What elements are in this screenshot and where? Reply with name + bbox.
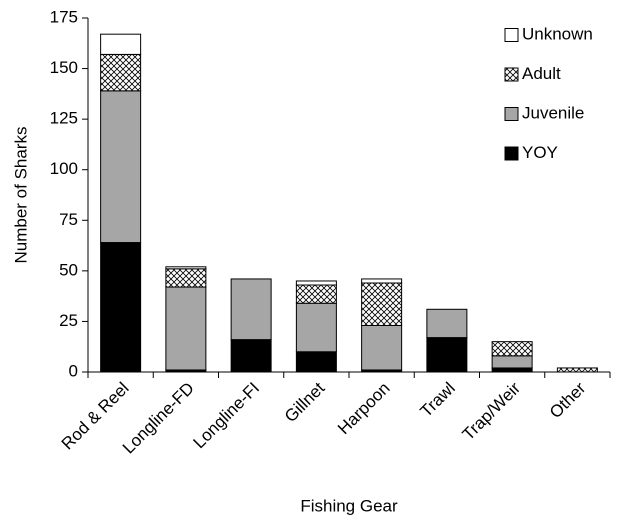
legend-swatch: [504, 67, 519, 82]
legend-swatch: [504, 107, 519, 121]
y-axis-title: Number of Sharks: [11, 127, 30, 264]
legend-label: Adult: [522, 64, 561, 83]
bar-segment: [491, 341, 533, 357]
bar-segment: [295, 280, 337, 286]
legend-label: Juvenile: [522, 103, 584, 122]
bar-segment: [491, 367, 533, 373]
bar-segment: [100, 242, 142, 373]
bar-segment: [100, 90, 142, 244]
bar-segment: [230, 278, 272, 341]
bar-segment: [230, 339, 272, 373]
bar-segment: [100, 33, 142, 55]
y-tick-label: 150: [50, 58, 78, 77]
bar-segment: [100, 53, 142, 92]
legend-swatch: [504, 28, 519, 42]
legend-label: Unknown: [522, 24, 593, 43]
bar-segment: [295, 302, 337, 353]
bar-segment: [165, 268, 207, 288]
x-tick-label: Harpoon: [334, 379, 394, 439]
x-axis-title: Fishing Gear: [300, 496, 398, 515]
bar-segment: [295, 351, 337, 373]
bar-segment: [426, 337, 468, 373]
x-tick-label: Gillnet: [281, 378, 329, 426]
x-tick-label: Longline-FI: [190, 379, 264, 453]
y-tick-label: 100: [50, 159, 78, 178]
y-tick-label: 175: [50, 7, 78, 26]
bar-segment: [295, 284, 337, 304]
bar-segment: [361, 282, 403, 326]
y-tick-label: 0: [69, 361, 78, 380]
bar-segment: [361, 278, 403, 284]
bar-segment: [556, 367, 598, 373]
legend-swatch: [504, 146, 519, 161]
x-tick-label: Other: [546, 378, 590, 422]
bar-segment: [165, 286, 207, 371]
bar-segment: [426, 308, 468, 339]
x-tick-label: Trap/Weir: [459, 378, 525, 444]
bar-segment: [165, 266, 207, 270]
bar-segment: [491, 355, 533, 369]
legend-label: YOY: [522, 143, 558, 162]
y-tick-label: 25: [59, 311, 78, 330]
y-tick-label: 50: [59, 260, 78, 279]
x-tick-label: Trawl: [416, 379, 458, 421]
y-tick-label: 125: [50, 109, 78, 128]
y-tick-label: 75: [59, 210, 78, 229]
bar-segment: [361, 324, 403, 371]
